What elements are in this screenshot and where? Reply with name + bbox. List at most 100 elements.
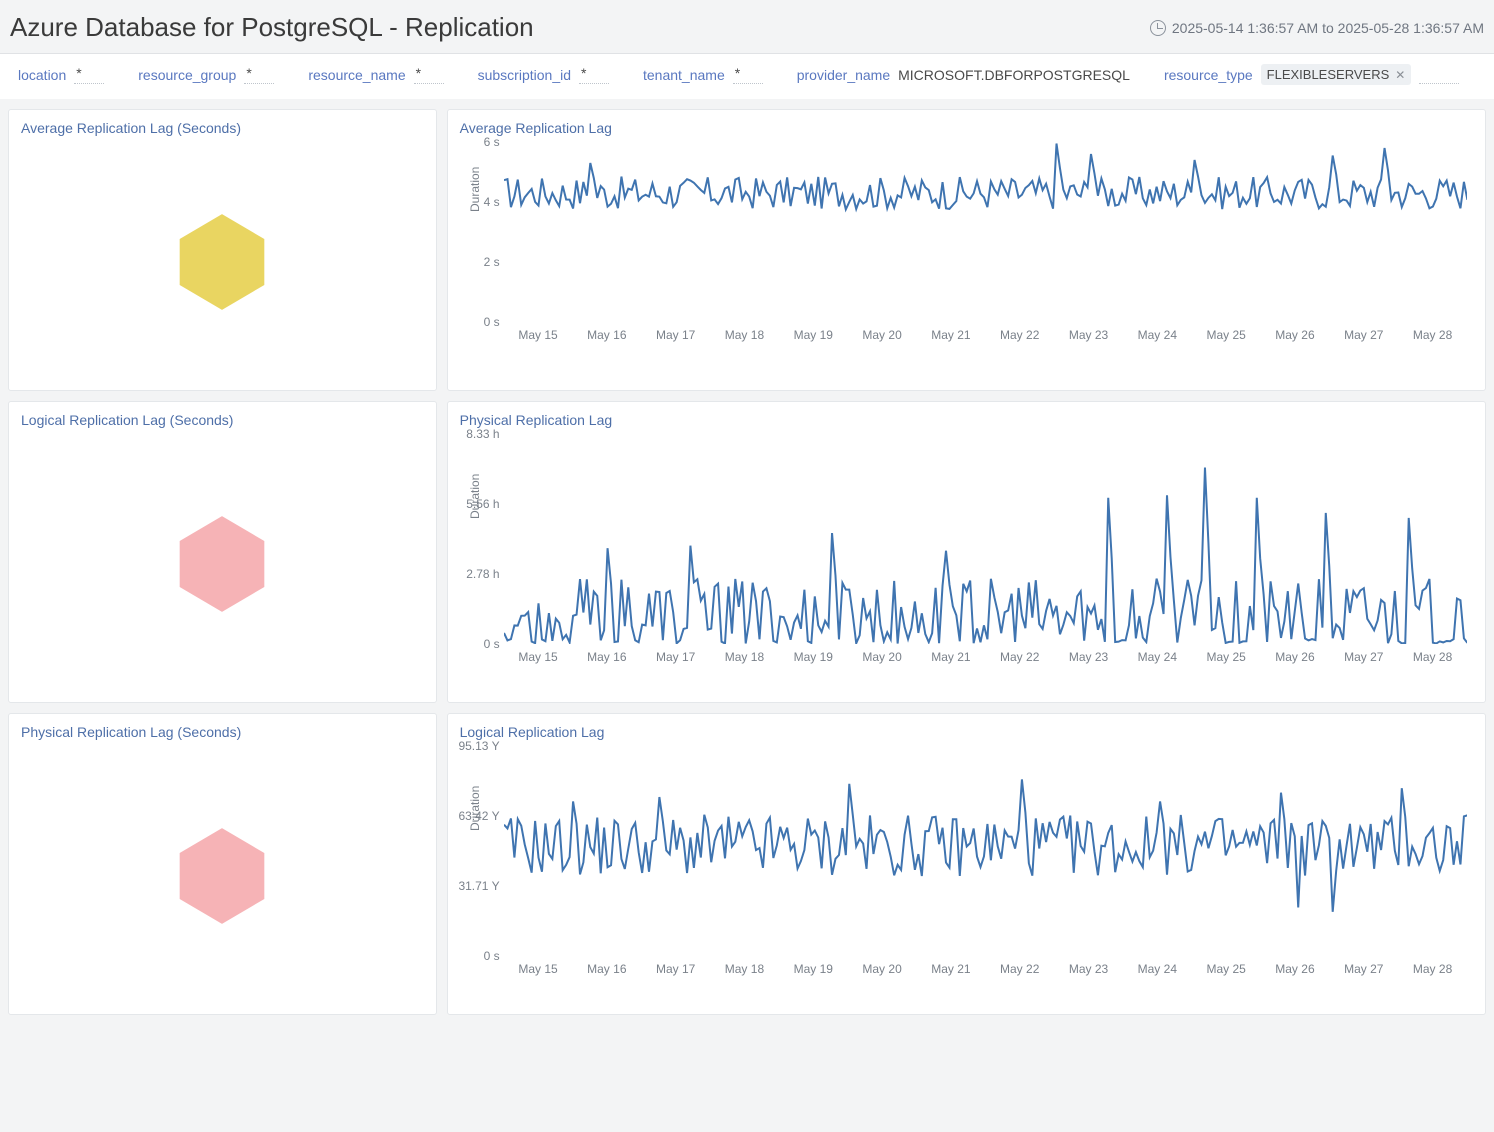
panel-physical-lag-chart: Physical Replication Lag Duration 8.33 h… [447, 401, 1486, 703]
filter-label: resource_type [1164, 67, 1253, 83]
y-tick: 63.42 Y [458, 809, 499, 823]
remove-tag-icon[interactable]: ✕ [1395, 68, 1405, 82]
filter-label: resource_group [138, 67, 236, 83]
y-tick: 8.33 h [466, 427, 499, 441]
filter-bar: location*resource_group*resource_name*su… [0, 54, 1494, 99]
x-tick: May 15 [504, 962, 573, 976]
panel-title: Logical Replication Lag (Seconds) [21, 412, 424, 428]
filter-resource_name[interactable]: resource_name * [308, 65, 443, 84]
filter-value[interactable]: * [579, 65, 609, 84]
x-tick: May 20 [848, 328, 917, 342]
x-tick: May 28 [1398, 962, 1467, 976]
x-tick: May 19 [779, 650, 848, 664]
filter-resource_group[interactable]: resource_group * [138, 65, 274, 84]
x-tick: May 27 [1329, 328, 1398, 342]
filter-label: tenant_name [643, 67, 725, 83]
x-tick: May 18 [710, 650, 779, 664]
y-tick: 5.56 h [466, 497, 499, 511]
x-tick: May 25 [1192, 962, 1261, 976]
x-tick: May 16 [572, 650, 641, 664]
x-tick: May 23 [1054, 962, 1123, 976]
x-tick: May 15 [504, 650, 573, 664]
panel-logical-lag-seconds: Logical Replication Lag (Seconds) [8, 401, 437, 703]
x-tick: May 22 [985, 328, 1054, 342]
x-tick: May 22 [985, 962, 1054, 976]
time-range-picker[interactable]: 2025-05-14 1:36:57 AM to 2025-05-28 1:36… [1150, 20, 1484, 36]
y-tick: 95.13 Y [458, 739, 499, 753]
x-tick: May 23 [1054, 650, 1123, 664]
chart-area[interactable]: Duration 6 s4 s2 s0 s [504, 142, 1467, 322]
panel-logical-lag-chart: Logical Replication Lag Duration 95.13 Y… [447, 713, 1486, 1015]
panel-avg-lag-seconds: Average Replication Lag (Seconds) [8, 109, 437, 391]
x-tick: May 23 [1054, 328, 1123, 342]
x-tick: May 16 [572, 328, 641, 342]
filter-value[interactable]: * [244, 65, 274, 84]
panel-title: Logical Replication Lag [460, 724, 1473, 740]
y-tick: 4 s [484, 195, 500, 209]
x-tick: May 24 [1123, 962, 1192, 976]
panel-title: Physical Replication Lag [460, 412, 1473, 428]
x-tick: May 22 [985, 650, 1054, 664]
x-tick: May 19 [779, 328, 848, 342]
filter-tenant_name[interactable]: tenant_name * [643, 65, 763, 84]
panel-title: Average Replication Lag (Seconds) [21, 120, 424, 136]
x-tick: May 19 [779, 962, 848, 976]
panel-physical-lag-seconds: Physical Replication Lag (Seconds) [8, 713, 437, 1015]
filter-label: resource_name [308, 67, 405, 83]
x-tick: May 24 [1123, 650, 1192, 664]
hex-indicator[interactable] [21, 142, 424, 382]
x-tick: May 21 [916, 328, 985, 342]
x-tick: May 26 [1261, 650, 1330, 664]
x-tick: May 17 [641, 650, 710, 664]
panel-avg-lag-chart: Average Replication Lag Duration 6 s4 s2… [447, 109, 1486, 391]
filter-value: MICROSOFT.DBFORPOSTGRESQL [898, 67, 1130, 83]
filter-label: subscription_id [478, 67, 571, 83]
x-tick: May 21 [916, 962, 985, 976]
y-tick: 0 s [484, 315, 500, 329]
filter-label: location [18, 67, 66, 83]
y-tick: 6 s [484, 135, 500, 149]
page-header: Azure Database for PostgreSQL - Replicat… [0, 0, 1494, 54]
panel-title: Average Replication Lag [460, 120, 1473, 136]
x-tick: May 24 [1123, 328, 1192, 342]
x-tick: May 21 [916, 650, 985, 664]
x-tick: May 27 [1329, 962, 1398, 976]
x-tick: May 26 [1261, 328, 1330, 342]
chart-area[interactable]: Duration 95.13 Y63.42 Y31.71 Y0 s [504, 746, 1467, 956]
x-tick: May 17 [641, 962, 710, 976]
filter-value[interactable]: * [74, 65, 104, 84]
x-tick: May 20 [848, 650, 917, 664]
filter-label: provider_name [797, 67, 890, 83]
filter-subscription_id[interactable]: subscription_id * [478, 65, 609, 84]
chart-area[interactable]: Duration 8.33 h5.56 h2.78 h0 s [504, 434, 1467, 644]
x-tick: May 25 [1192, 650, 1261, 664]
x-tick: May 28 [1398, 650, 1467, 664]
filter-value[interactable]: * [733, 65, 763, 84]
x-tick: May 20 [848, 962, 917, 976]
y-tick: 31.71 Y [458, 879, 499, 893]
x-tick: May 26 [1261, 962, 1330, 976]
filter-resource_type[interactable]: resource_type FLEXIBLESERVERS✕ [1164, 64, 1459, 85]
y-tick: 2 s [484, 255, 500, 269]
filter-value[interactable]: * [414, 65, 444, 84]
clock-icon [1150, 20, 1166, 36]
x-tick: May 27 [1329, 650, 1398, 664]
filter-provider_name[interactable]: provider_name MICROSOFT.DBFORPOSTGRESQL [797, 67, 1130, 83]
page-title: Azure Database for PostgreSQL - Replicat… [10, 12, 534, 43]
y-tick: 2.78 h [466, 567, 499, 581]
x-tick: May 15 [504, 328, 573, 342]
x-tick: May 25 [1192, 328, 1261, 342]
y-tick: 0 s [484, 637, 500, 651]
hex-indicator[interactable] [21, 434, 424, 694]
dashboard-grid: Average Replication Lag (Seconds) Averag… [0, 99, 1494, 1025]
hex-indicator[interactable] [21, 746, 424, 1006]
filter-tag[interactable]: FLEXIBLESERVERS✕ [1261, 64, 1412, 85]
panel-title: Physical Replication Lag (Seconds) [21, 724, 424, 740]
x-tick: May 16 [572, 962, 641, 976]
filter-location[interactable]: location * [18, 65, 104, 84]
time-range-text: 2025-05-14 1:36:57 AM to 2025-05-28 1:36… [1172, 20, 1484, 36]
y-tick: 0 s [484, 949, 500, 963]
x-tick: May 18 [710, 328, 779, 342]
x-tick: May 17 [641, 328, 710, 342]
x-tick: May 18 [710, 962, 779, 976]
